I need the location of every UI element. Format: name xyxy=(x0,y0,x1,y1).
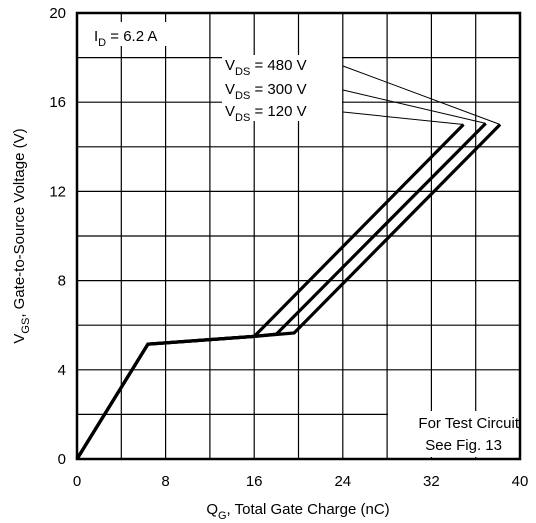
x-tick-label-0: 0 xyxy=(73,473,81,490)
id-label-bg xyxy=(88,22,192,46)
plot-frame xyxy=(75,11,522,461)
x-tick-labels: 0 8 16 24 32 40 xyxy=(73,473,529,490)
leader-line-1 xyxy=(342,89,486,124)
note-line-2: See Fig. 13 xyxy=(425,437,502,454)
x-tick-label-5: 40 xyxy=(512,473,529,490)
series-line-2 xyxy=(75,123,502,460)
legend-label-300v: VDS = 300 V xyxy=(225,81,307,102)
leader-line-2 xyxy=(342,65,501,125)
legend-label-480v: VDS = 480 V xyxy=(225,57,307,78)
legend-leader-lines xyxy=(342,65,501,125)
leader-line-0 xyxy=(342,111,464,125)
curves xyxy=(75,122,502,460)
x-tick-label-2: 16 xyxy=(246,473,263,490)
y-tick-labels: 0 4 8 12 16 20 xyxy=(49,5,66,468)
note-line-1: For Test Circuit xyxy=(418,415,519,432)
x-tick-label-4: 32 xyxy=(423,473,440,490)
y-tick-label-4: 16 xyxy=(49,94,66,111)
y-tick-label-2: 8 xyxy=(58,273,66,290)
y-axis-title: VGS, Gate-to-Source Voltage (V) xyxy=(11,128,32,343)
x-tick-label-3: 24 xyxy=(334,473,351,490)
y-tick-label-0: 0 xyxy=(58,451,66,468)
id-label: ID = 6.2 A xyxy=(94,28,157,49)
y-tick-label-1: 4 xyxy=(58,362,66,379)
y-tick-label-3: 12 xyxy=(49,183,66,200)
x-axis-title: QG, Total Gate Charge (nC) xyxy=(206,501,389,522)
legend-label-120v: VDS = 120 V xyxy=(225,103,307,124)
legend-bg xyxy=(222,55,342,121)
y-tick-label-5: 20 xyxy=(49,5,66,22)
x-tick-label-1: 8 xyxy=(161,473,169,490)
note-bg xyxy=(388,411,520,457)
